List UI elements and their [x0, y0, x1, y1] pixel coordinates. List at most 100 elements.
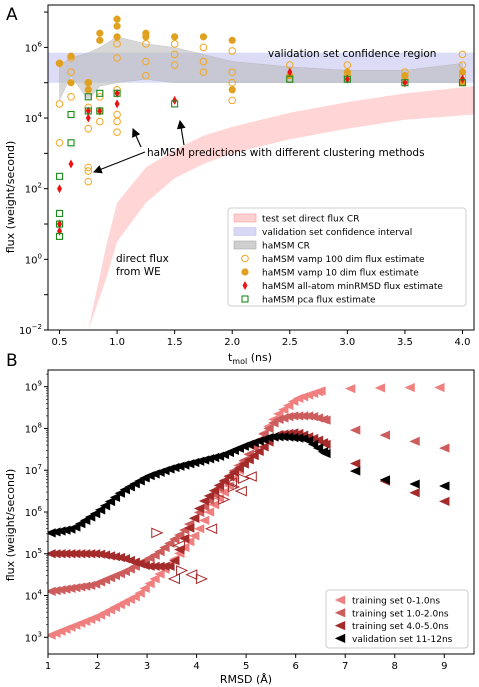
legend-marker: [334, 595, 346, 605]
series-0-marker: [149, 574, 160, 584]
panel-b-label: B: [6, 351, 18, 371]
series-3-marker: [94, 505, 106, 515]
series-2-marker: [223, 471, 235, 482]
series-0-point: [228, 47, 237, 55]
series-3-marker: [283, 432, 294, 442]
series-1-marker: [55, 585, 66, 595]
open-marker: [167, 573, 181, 585]
series-3-marker: [302, 436, 314, 446]
series-2-point: [57, 219, 62, 229]
series-2-marker: [439, 496, 450, 506]
series-1-point: [55, 59, 64, 67]
series-2-marker: [409, 488, 420, 498]
series-2-point: [402, 78, 408, 88]
series-3-marker: [379, 475, 391, 485]
series-3-marker: [50, 527, 61, 537]
series-1-marker: [263, 423, 274, 434]
x-tick-label: 2: [94, 661, 100, 672]
series-2-marker: [94, 549, 106, 559]
series-0-point: [55, 138, 64, 147]
series-1-point: [228, 36, 236, 44]
series-2-marker: [193, 503, 205, 514]
series-2-marker: [238, 459, 249, 469]
series-0-point: [228, 68, 237, 76]
x-tick-label: 4: [193, 661, 199, 672]
panel-a-body: validation set confidence region direct f…: [48, 15, 474, 330]
series-2-marker: [89, 549, 101, 559]
y-tick-label: 105: [25, 547, 42, 561]
series-1-marker: [50, 586, 61, 596]
series-0-point: [142, 57, 150, 66]
legend-label: haMSM pca flux estimate: [262, 296, 376, 306]
open-marker: [218, 494, 231, 505]
series-0-point: [84, 167, 93, 175]
x-tick-label: 8: [392, 661, 398, 672]
legend-label: haMSM CR: [262, 242, 310, 252]
panel-b-xlabel: RMSD (Å): [220, 673, 272, 686]
series-2-marker: [228, 467, 239, 477]
series-0-point: [113, 54, 121, 62]
panel-b-plot: 1 2 3 4 5 6 7 8 9 103 104 105 106 107 108 109 training s…: [25, 369, 475, 672]
series-1-point: [199, 33, 208, 41]
panel-b-legend: training set 0-1.0ns training set 1.0-2.0…: [325, 589, 469, 649]
y-tick-label: 103: [25, 630, 42, 644]
series-0-marker: [404, 382, 415, 393]
series-2-point: [344, 74, 350, 84]
x-tick-label: 1.0: [109, 337, 125, 348]
series-0-marker: [198, 515, 210, 525]
legend-label: training set 0-1.0ns: [352, 597, 440, 607]
series-1-marker: [60, 584, 71, 594]
series-2-point: [57, 226, 62, 236]
direct-flux-annotation-line1: direct flux: [116, 253, 169, 265]
series-3-marker: [99, 501, 111, 511]
series-3-marker: [292, 433, 304, 443]
open-marker: [195, 573, 208, 585]
series-3-marker: [263, 433, 274, 443]
series-1-marker: [65, 583, 76, 594]
series-2-marker: [164, 561, 175, 571]
series-3-marker: [439, 481, 450, 491]
y-tick-label: 109: [25, 380, 42, 394]
annotation-arrow: [176, 119, 186, 146]
series-1-marker: [169, 534, 180, 544]
series-0-point: [170, 40, 179, 48]
legend-marker: [241, 295, 249, 303]
series-2-marker: [208, 485, 220, 496]
series-3-marker: [320, 448, 331, 459]
series-2-marker: [174, 544, 185, 555]
series-0-marker: [129, 592, 140, 602]
series-3-point: [458, 79, 467, 87]
series-0-point: [343, 61, 352, 69]
series-1-point: [67, 52, 75, 60]
open-marker: [237, 473, 251, 484]
series-0-marker: [154, 569, 165, 579]
x-tick-label: 9: [441, 661, 447, 672]
open-marker: [224, 477, 237, 489]
x-tick-label: 2.0: [224, 337, 240, 348]
panel-b-body: [48, 382, 450, 640]
series-3-marker: [55, 526, 66, 536]
series-2-marker: [169, 556, 180, 566]
series-0-marker: [188, 531, 200, 541]
series-2-marker: [243, 455, 254, 465]
series-0-point: [67, 93, 75, 101]
series-3-marker: [89, 509, 101, 519]
y-tick-label: 108: [25, 421, 42, 435]
series-3-point: [55, 172, 64, 180]
series-3-point: [67, 110, 75, 119]
series-2-point: [68, 159, 74, 169]
y-tick-label: 100: [25, 252, 42, 266]
x-tick-label: 1: [45, 661, 51, 672]
x-tick-label: 3.0: [339, 337, 355, 348]
series-1-point: [113, 15, 121, 23]
panel-a-xlabel: tmol (ns): [228, 351, 272, 366]
legend-box: [325, 589, 469, 649]
series-2-marker: [258, 442, 269, 452]
series-1-marker: [439, 443, 450, 453]
series-2-marker: [213, 480, 225, 490]
series-2-marker: [139, 560, 150, 571]
y-tick-label: 102: [25, 182, 42, 196]
legend-marker: [241, 268, 249, 276]
series-2-marker: [104, 551, 116, 561]
x-tick-label: 3: [144, 661, 150, 672]
